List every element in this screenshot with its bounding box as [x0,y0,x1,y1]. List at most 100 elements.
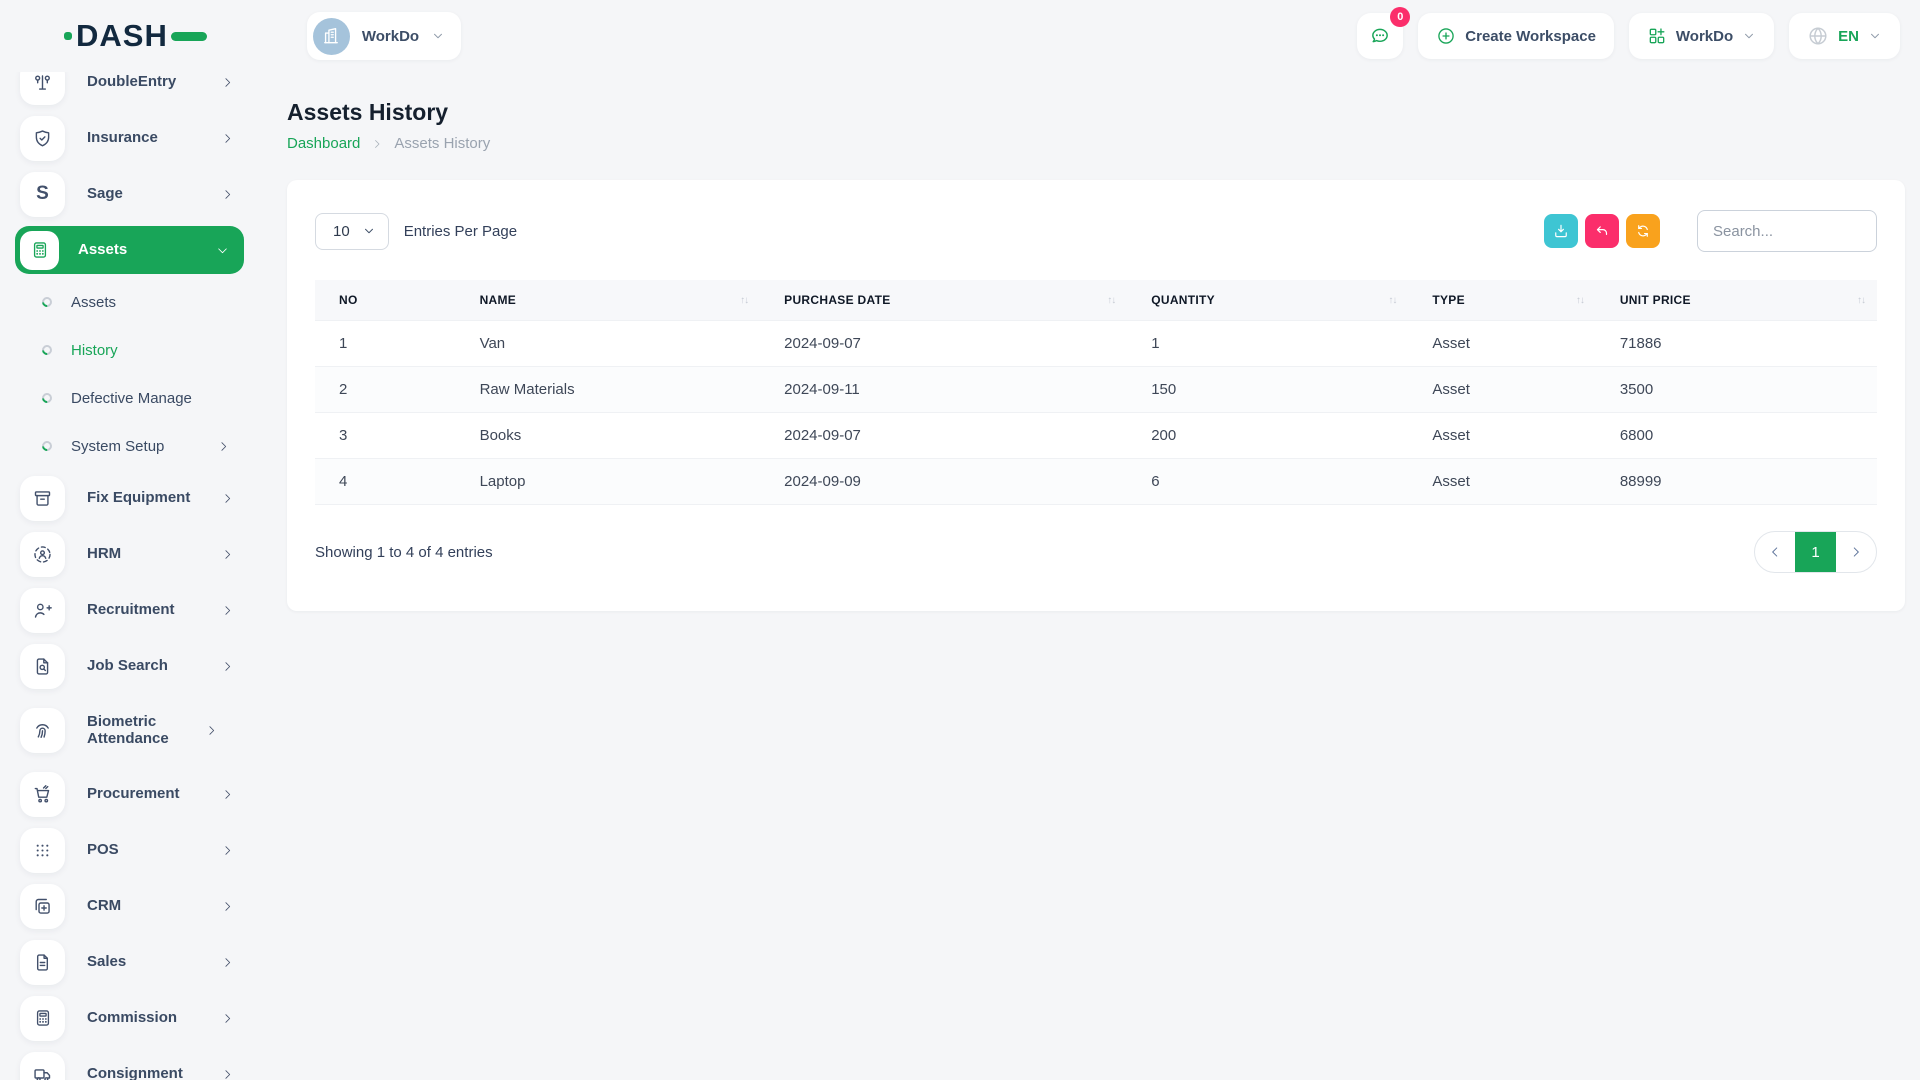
undo-arrow-icon [1596,226,1608,235]
sort-icon: ↑↓ [1857,294,1866,306]
assets-history-card: 10 Entries Per Page [287,180,1905,611]
entries-per-page-select[interactable]: 10 [315,212,389,250]
archive-box-icon [20,475,65,521]
sidebar-item-pos[interactable]: POS [15,826,244,874]
breadcrumb: Dashboard Assets History [287,135,1905,152]
chevron-right-icon [221,1012,234,1025]
sidebar-item-sage[interactable]: S Sage [15,170,244,218]
chevron-down-icon [1868,29,1882,43]
chevron-right-icon [205,724,218,737]
ring-bullet-icon [39,342,55,358]
chevron-right-icon [221,492,234,505]
sidebar-nav: DoubleEntry Insurance S Sage [0,72,258,1080]
sidebar-subitem-system-setup[interactable]: System Setup [15,426,244,466]
cart-icon [20,771,65,817]
chevron-right-icon [371,138,383,150]
messages-button[interactable]: 0 [1357,7,1411,59]
sort-icon: ↑↓ [1107,294,1116,306]
back-button[interactable] [1585,214,1619,248]
table-row: 2 Raw Materials 2024-09-11 150 Asset 350… [315,366,1877,413]
app-logo[interactable]: DASH [64,18,207,54]
sidebar-item-commission[interactable]: Commission [15,994,244,1042]
sidebar-item-consignment[interactable]: Consignment [15,1050,244,1080]
chevron-down-icon [431,29,445,43]
chevron-right-icon [221,788,234,801]
pagination-prev-button[interactable] [1755,532,1795,572]
chevron-right-icon [221,844,234,857]
chevron-left-icon [1772,547,1778,557]
sidebar-item-recruitment[interactable]: Recruitment [15,586,244,634]
chevron-right-icon [221,132,234,145]
sidebar-item-doubleentry[interactable]: DoubleEntry [15,72,244,106]
building-icon [324,28,339,44]
sidebar-item-job-search[interactable]: Job Search [15,642,244,690]
table-toolbar: 10 Entries Per Page [315,210,1877,252]
chevron-right-icon [1853,547,1859,557]
table-header-row: NO NAME ↑↓ PURCHASE DATE ↑↓ QUANTITY ↑↓ [315,280,1877,321]
language-code: EN [1838,27,1859,45]
document-icon [20,939,65,985]
pagination-page-1[interactable]: 1 [1795,532,1836,572]
sidebar-item-assets[interactable]: Assets [15,226,244,274]
sidebar-item-hrm[interactable]: HRM [15,530,244,578]
sidebar-item-sales[interactable]: Sales [15,938,244,986]
breadcrumb-current: Assets History [394,135,491,152]
export-download-button[interactable] [1544,214,1578,248]
apps-menu-button[interactable]: WorkDo [1628,13,1775,59]
table-footer: Showing 1 to 4 of 4 entries 1 [315,531,1877,573]
ring-bullet-icon [39,294,55,310]
chevron-right-icon [221,548,234,561]
calculator-icon [20,995,65,1041]
scales-icon [20,72,65,105]
column-header-no[interactable]: NO [315,280,456,321]
sidebar-subitem-history[interactable]: History [15,330,244,370]
sidebar-subitem-assets[interactable]: Assets [15,282,244,322]
ring-bullet-icon [39,390,55,406]
entries-per-page-label: Entries Per Page [403,222,518,240]
main-content: Assets History Dashboard Assets History … [258,72,1920,611]
create-workspace-button[interactable]: Create Workspace [1418,13,1614,59]
fingerprint-icon [20,707,65,753]
sort-icon: ↑↓ [740,294,749,306]
sidebar-subitem-defective-manage[interactable]: Defective Manage [15,378,244,418]
sidebar-item-fix-equipment[interactable]: Fix Equipment [15,474,244,522]
chevron-right-icon [221,956,234,969]
column-header-name[interactable]: NAME ↑↓ [455,280,761,321]
pagination-next-button[interactable] [1836,532,1876,572]
logo-dash-icon [170,31,207,41]
breadcrumb-dashboard-link[interactable]: Dashboard [287,135,361,152]
search-input[interactable] [1697,210,1877,252]
column-header-quantity[interactable]: QUANTITY ↑↓ [1127,280,1409,321]
create-workspace-label: Create Workspace [1465,27,1596,45]
table-row: 3 Books 2024-09-07 200 Asset 6800 [315,412,1877,459]
messages-badge: 0 [1390,7,1411,27]
person-target-icon [20,531,65,577]
table-row: 1 Van 2024-09-07 1 Asset 71886 [315,320,1877,367]
workspace-avatar [312,17,350,55]
sidebar-item-crm[interactable]: CRM [15,882,244,930]
column-header-unit-price[interactable]: UNIT PRICE ↑↓ [1595,280,1877,321]
chevron-right-icon [221,900,234,913]
sort-icon: ↑↓ [1575,294,1585,306]
logo-text: DASH [76,18,168,53]
grid-plus-icon [1647,26,1667,46]
workspace-selector[interactable]: WorkDo [306,12,462,60]
user-plus-icon [20,587,65,633]
sidebar-item-biometric-attendance[interactable]: Biometric Attendance [15,698,244,762]
sidebar-item-procurement[interactable]: Procurement [15,770,244,818]
column-header-purchase-date[interactable]: PURCHASE DATE ↑↓ [760,280,1128,321]
column-header-type[interactable]: TYPE ↑↓ [1408,280,1596,321]
chevron-right-icon [217,440,230,453]
sidebar-item-insurance[interactable]: Insurance [15,114,244,162]
letter-s-icon: S [20,171,65,217]
grid-dots-icon [20,827,65,873]
entries-per-page-value: 10 [333,222,350,240]
copy-icon [20,883,65,929]
shield-check-icon [20,115,65,161]
chevron-right-icon [221,188,234,201]
chat-icon [1372,28,1389,43]
workspace-name: WorkDo [361,27,420,45]
language-selector[interactable]: EN [1789,13,1900,59]
refresh-button[interactable] [1626,214,1660,248]
chevron-down-icon [216,244,229,257]
